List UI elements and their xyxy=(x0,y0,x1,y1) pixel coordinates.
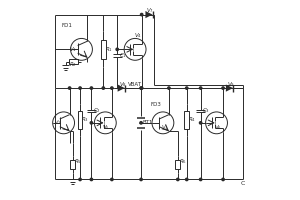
Circle shape xyxy=(200,122,202,124)
Text: $V_9$: $V_9$ xyxy=(227,80,235,89)
Circle shape xyxy=(140,122,142,124)
Text: $C_2$: $C_2$ xyxy=(93,106,101,115)
Circle shape xyxy=(90,178,93,181)
Bar xyxy=(70,160,75,169)
Circle shape xyxy=(111,87,113,89)
Polygon shape xyxy=(226,85,233,92)
Polygon shape xyxy=(118,85,125,92)
Text: $V_4$: $V_4$ xyxy=(134,31,142,40)
Circle shape xyxy=(116,48,119,51)
Text: $R_2$: $R_2$ xyxy=(69,60,76,69)
Text: C: C xyxy=(240,181,245,186)
Circle shape xyxy=(168,87,170,89)
Circle shape xyxy=(68,87,71,89)
Circle shape xyxy=(140,178,142,181)
Circle shape xyxy=(186,178,188,181)
Text: $C_3$: $C_3$ xyxy=(202,106,210,115)
Text: $R_5$: $R_5$ xyxy=(74,157,82,166)
Circle shape xyxy=(111,178,113,181)
Bar xyxy=(184,111,189,129)
Circle shape xyxy=(222,87,224,89)
Text: BT1: BT1 xyxy=(143,120,153,125)
Text: $V_3$: $V_3$ xyxy=(161,123,169,132)
Text: $V_5$: $V_5$ xyxy=(102,123,110,132)
Text: $V_1$: $V_1$ xyxy=(69,45,76,54)
Circle shape xyxy=(222,178,224,181)
Text: $R_3$: $R_3$ xyxy=(82,115,89,124)
Circle shape xyxy=(200,178,202,181)
Bar xyxy=(78,111,82,129)
Text: $V_2$: $V_2$ xyxy=(54,118,61,127)
Text: $R_1$: $R_1$ xyxy=(105,45,112,54)
Circle shape xyxy=(177,178,179,181)
Circle shape xyxy=(140,87,142,89)
Bar xyxy=(176,160,180,169)
Circle shape xyxy=(90,87,93,89)
Bar xyxy=(101,40,106,59)
Circle shape xyxy=(90,122,93,124)
Circle shape xyxy=(200,87,202,89)
Text: $V_8$: $V_8$ xyxy=(118,80,127,89)
Text: $V_6$: $V_6$ xyxy=(214,123,221,132)
Text: $R_4$: $R_4$ xyxy=(188,115,196,124)
Bar xyxy=(69,59,78,64)
Text: FD1: FD1 xyxy=(61,23,73,28)
Circle shape xyxy=(140,87,143,89)
Text: $V_7$: $V_7$ xyxy=(146,7,154,15)
Text: $R_6$: $R_6$ xyxy=(179,157,187,166)
Polygon shape xyxy=(146,11,153,18)
Text: FD3: FD3 xyxy=(151,102,162,107)
Circle shape xyxy=(186,87,188,89)
Text: VBAT: VBAT xyxy=(128,82,142,87)
Circle shape xyxy=(102,87,104,89)
Circle shape xyxy=(79,87,81,89)
Text: $C_1$: $C_1$ xyxy=(118,51,127,60)
Circle shape xyxy=(140,13,143,16)
Circle shape xyxy=(79,178,81,181)
